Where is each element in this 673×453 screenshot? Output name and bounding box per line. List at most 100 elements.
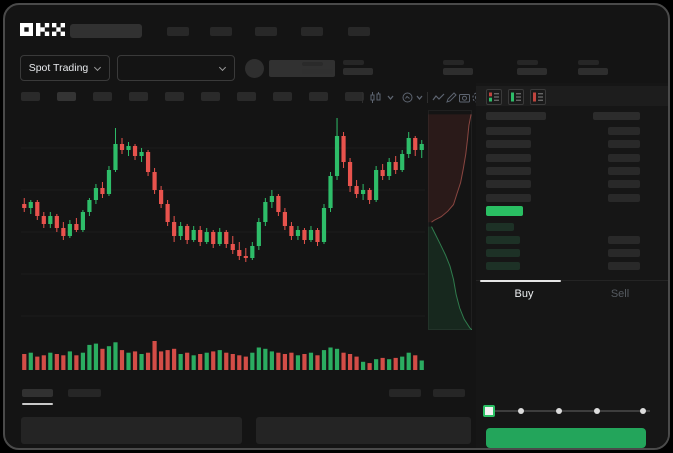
last-price-skeleton bbox=[302, 69, 333, 74]
slider-stop[interactable] bbox=[518, 408, 525, 414]
camera-icon[interactable] bbox=[458, 91, 471, 104]
orders-tab-active-skeleton[interactable] bbox=[22, 389, 53, 397]
candle bbox=[204, 232, 209, 242]
slider-stop[interactable] bbox=[594, 408, 601, 414]
timeframe-button-skeleton[interactable] bbox=[93, 92, 112, 101]
bid-amount-skeleton bbox=[608, 236, 640, 244]
candle bbox=[374, 170, 379, 200]
book-bids-icon[interactable] bbox=[508, 89, 524, 105]
candle bbox=[360, 190, 366, 194]
volume-bar bbox=[28, 352, 33, 370]
slider-stop[interactable] bbox=[556, 408, 563, 414]
slider-stop[interactable] bbox=[640, 408, 646, 414]
book-asks-icon[interactable] bbox=[530, 89, 546, 105]
ask-price-skeleton[interactable] bbox=[486, 166, 531, 175]
nav-item-skeleton[interactable] bbox=[210, 27, 232, 36]
ask-price-skeleton[interactable] bbox=[486, 153, 531, 162]
trade-tabs: Buy Sell bbox=[476, 280, 668, 307]
timeframe-button-skeleton[interactable] bbox=[273, 92, 292, 101]
candle bbox=[217, 232, 222, 244]
draw-icon[interactable] bbox=[445, 91, 458, 104]
volume-bar bbox=[308, 352, 314, 370]
volume-bar bbox=[119, 350, 125, 370]
volume-bar bbox=[54, 354, 59, 370]
line-chart-icon[interactable] bbox=[432, 91, 445, 104]
bid-price-skeleton[interactable] bbox=[486, 249, 520, 257]
candle bbox=[198, 230, 203, 242]
volume-bar bbox=[165, 350, 170, 370]
nav-item-skeleton[interactable] bbox=[167, 27, 189, 36]
active-tab-underline bbox=[480, 280, 561, 282]
timeframe-button-skeleton[interactable] bbox=[129, 92, 148, 101]
last-price-skeleton bbox=[302, 62, 323, 66]
indicator-icon[interactable] bbox=[401, 91, 414, 104]
tab-buy[interactable]: Buy bbox=[514, 288, 534, 300]
orders-action-skeleton[interactable] bbox=[389, 389, 421, 397]
app-frame: Spot Trading bbox=[3, 3, 670, 450]
timeframe-button-skeleton[interactable] bbox=[165, 92, 184, 101]
stat-label-skeleton bbox=[443, 60, 464, 65]
volume-bar bbox=[354, 356, 359, 370]
candlestick-chart bbox=[21, 118, 425, 317]
candle bbox=[165, 204, 170, 222]
buy-submit-button[interactable] bbox=[486, 428, 646, 448]
nav-item-skeleton[interactable] bbox=[301, 27, 323, 36]
volume-bars bbox=[22, 341, 424, 370]
candle bbox=[328, 176, 333, 208]
volume-bar bbox=[74, 355, 79, 370]
candle bbox=[406, 138, 411, 154]
timeframe-button-skeleton[interactable] bbox=[21, 92, 40, 101]
candle bbox=[22, 204, 27, 208]
ask-price-skeleton[interactable] bbox=[486, 140, 531, 149]
slider-handle[interactable] bbox=[483, 405, 495, 417]
timeframe-button-skeleton[interactable] bbox=[345, 92, 364, 101]
candle bbox=[393, 162, 398, 170]
chevron-down-icon[interactable] bbox=[386, 91, 395, 104]
volume-bar bbox=[93, 343, 99, 370]
market-type-dropdown[interactable]: Spot Trading bbox=[20, 55, 110, 81]
volume-bar bbox=[178, 354, 183, 370]
ask-price-skeleton[interactable] bbox=[486, 180, 531, 189]
volume-bar bbox=[295, 355, 301, 370]
tab-sell[interactable]: Sell bbox=[610, 288, 630, 300]
candles-icon[interactable] bbox=[369, 91, 382, 104]
volume-bar bbox=[374, 359, 379, 370]
volume-bar bbox=[158, 351, 164, 370]
volume-bar bbox=[230, 354, 235, 370]
search-bar-skeleton[interactable] bbox=[70, 24, 142, 38]
nav-item-skeleton[interactable] bbox=[348, 27, 370, 36]
volume-bar bbox=[341, 352, 346, 370]
volume-bar bbox=[113, 342, 118, 370]
candle bbox=[152, 172, 157, 190]
bid-price-skeleton[interactable] bbox=[486, 223, 514, 231]
timeframe-button-skeleton[interactable] bbox=[309, 92, 328, 101]
ask-price-skeleton[interactable] bbox=[486, 193, 531, 202]
volume-bar bbox=[198, 354, 203, 370]
candle bbox=[354, 186, 359, 194]
orders-tab-skeleton[interactable] bbox=[68, 389, 101, 397]
timeframe-button-skeleton[interactable] bbox=[201, 92, 220, 101]
volume-bar bbox=[67, 351, 72, 370]
candle bbox=[250, 246, 255, 258]
pair-selector-dropdown[interactable] bbox=[117, 55, 235, 81]
candle bbox=[93, 188, 99, 200]
stat-label-skeleton bbox=[517, 60, 538, 65]
volume-bar bbox=[237, 355, 242, 370]
amount-slider[interactable] bbox=[483, 405, 650, 417]
okx-logo bbox=[20, 23, 65, 36]
candle bbox=[132, 146, 138, 156]
ask-price-skeleton[interactable] bbox=[486, 127, 531, 135]
candle bbox=[295, 230, 301, 236]
bid-price-skeleton[interactable] bbox=[486, 262, 520, 270]
timeframe-button-skeleton[interactable] bbox=[237, 92, 256, 101]
nav-item-skeleton[interactable] bbox=[255, 27, 277, 36]
orders-action-skeleton[interactable] bbox=[433, 389, 465, 397]
volume-bar bbox=[250, 352, 255, 370]
volume-bar bbox=[289, 352, 294, 370]
book-split-icon[interactable] bbox=[486, 89, 502, 105]
timeframe-button-skeleton[interactable] bbox=[57, 92, 76, 101]
orders-tab-underline bbox=[22, 403, 53, 405]
bid-price-skeleton[interactable] bbox=[486, 236, 520, 244]
chevron-down-icon[interactable] bbox=[415, 91, 424, 104]
